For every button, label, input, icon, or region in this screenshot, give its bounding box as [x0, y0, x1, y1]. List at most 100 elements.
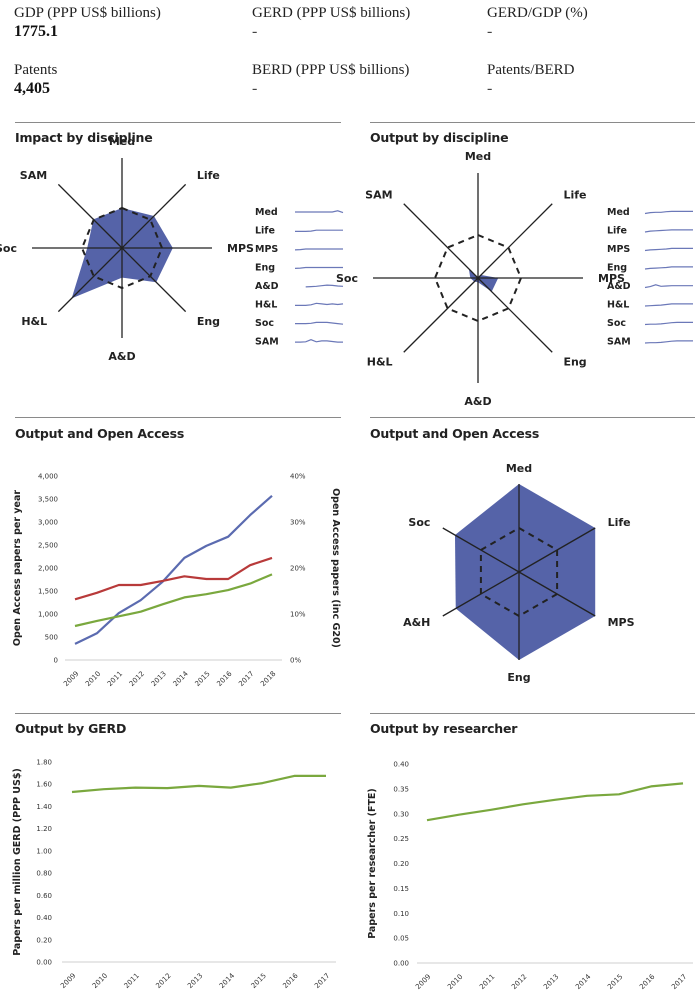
- divider: [15, 122, 341, 123]
- radar-label-eng: Eng: [197, 315, 220, 328]
- sparkline-med: [644, 210, 693, 215]
- sparkline-label: H&L: [255, 300, 277, 311]
- stat-value: -: [252, 80, 258, 97]
- y-tick-label: 4,000: [38, 473, 58, 481]
- y-tick-label: 1.00: [36, 847, 52, 855]
- x-tick-label: 2009: [414, 973, 432, 991]
- stat-value: -: [252, 23, 258, 40]
- x-tick-label: 2016: [281, 971, 300, 990]
- sparkline-label: Soc: [607, 318, 626, 329]
- sparkline-aandd: [305, 284, 344, 288]
- stat-patents-berd: Patents/BERD -: [487, 62, 575, 99]
- sparkline-label: H&L: [607, 300, 629, 311]
- y-tick-label: 0.25: [393, 835, 409, 843]
- radar-label-mps: MPS: [227, 242, 254, 255]
- y-tick-label: 0: [54, 657, 58, 665]
- series-line-green: [74, 573, 273, 628]
- sparkline-label: Med: [607, 207, 630, 218]
- sparkline-sam: [295, 339, 343, 343]
- sparkline-med: [295, 210, 344, 214]
- divider: [370, 122, 695, 123]
- x-tick-label: 2012: [510, 973, 528, 991]
- x-tick-label: 2013: [186, 972, 204, 990]
- y-tick-label: 0.00: [36, 959, 52, 967]
- radar-label-aandh: A&H: [403, 616, 430, 629]
- y-tick-label: 1,000: [38, 611, 58, 619]
- radar-reference-0: [80, 206, 164, 290]
- y-tick-label: 2,500: [38, 542, 58, 550]
- series-line-red: [74, 556, 273, 601]
- y-tick-label: 0.05: [393, 935, 409, 943]
- y2-tick-label: 30%: [290, 519, 306, 527]
- radar-label-sam: SAM: [365, 189, 392, 202]
- sparkline-handl: [644, 303, 693, 307]
- stat-label: Patents: [14, 62, 58, 78]
- series-line-blue: [74, 494, 273, 645]
- radar-label-med: Med: [465, 150, 491, 163]
- x-tick-label: 2010: [446, 973, 464, 991]
- radar-label-eng: Eng: [507, 671, 530, 684]
- y-tick-label: 500: [45, 634, 58, 642]
- radar-axis-eng: [477, 277, 553, 353]
- x-tick-label: 2013: [542, 973, 560, 991]
- radar-label-life: Life: [563, 189, 586, 202]
- sparkline-label: Eng: [607, 263, 627, 274]
- stat-gerd: GERD (PPP US$ billions) -: [252, 5, 410, 42]
- radar-area-1: [468, 268, 499, 292]
- sparkline-label: Life: [607, 226, 627, 237]
- x-tick-label: 2012: [128, 670, 146, 688]
- sparkline-aandd: [644, 284, 693, 289]
- stat-label: GERD (PPP US$ billions): [252, 5, 411, 21]
- y2-tick-label: 40%: [290, 473, 306, 481]
- radar-label-aandd: A&D: [108, 350, 135, 363]
- radar-label-mps: MPS: [608, 616, 635, 629]
- y-tick-label: 1.40: [36, 803, 52, 811]
- radar-area-3: [454, 484, 596, 660]
- x-tick-label: 2010: [91, 972, 109, 990]
- y-tick-label: 0.60: [36, 892, 52, 900]
- series-line-green: [71, 774, 326, 794]
- y2-axis-title: Open Access papers (inc G20): [330, 488, 341, 648]
- sparkline-label: Soc: [255, 318, 274, 329]
- y-tick-label: 0.30: [393, 810, 409, 818]
- y-tick-label: 3,500: [38, 496, 58, 504]
- radar-label-sam: SAM: [20, 169, 47, 182]
- stat-gdp: GDP (PPP US$ billions) 1775.1: [14, 5, 161, 42]
- section-title-researcher: Output by researcher: [370, 721, 518, 736]
- x-tick-label: 2011: [478, 973, 496, 991]
- sparkline-sam: [644, 340, 693, 344]
- sparkline-label: A&D: [607, 281, 631, 292]
- radar-label-soc: Soc: [336, 272, 358, 285]
- y-tick-label: 0.40: [393, 761, 409, 769]
- section-title-impact: Impact by discipline: [15, 130, 153, 145]
- stat-value: -: [487, 23, 493, 40]
- x-tick-label: 2016: [638, 972, 657, 991]
- section-title-open-access-radar: Output and Open Access: [370, 426, 540, 441]
- stat-value: 4,405: [14, 80, 50, 97]
- radar-label-handl: H&L: [21, 315, 47, 328]
- divider: [370, 713, 695, 714]
- x-tick-label: 2014: [574, 972, 593, 991]
- radar-label-soc: Soc: [408, 516, 430, 529]
- radar-axis-life: [477, 203, 553, 279]
- x-tick-label: 2015: [250, 972, 268, 990]
- x-tick-label: 2016: [215, 669, 234, 688]
- radar-axis-life: [121, 183, 187, 249]
- y2-tick-label: 20%: [290, 565, 306, 573]
- sparkline-label: SAM: [607, 337, 631, 348]
- stat-berd: BERD (PPP US$ billions) -: [252, 62, 409, 99]
- x-tick-label: 2017: [313, 972, 331, 990]
- sparkline-label: Life: [255, 226, 275, 237]
- stat-gerd-gdp: GERD/GDP (%) -: [487, 5, 588, 42]
- radar-label-aandd: A&D: [464, 395, 491, 408]
- y-axis-title: Open Access papers per year: [12, 490, 23, 646]
- series-line-green: [426, 782, 684, 822]
- sparkline-eng: [644, 266, 693, 270]
- x-tick-label: 2011: [123, 972, 141, 990]
- radar-axis-eng: [121, 247, 187, 313]
- y-tick-label: 3,000: [38, 519, 58, 527]
- y-tick-label: 1,500: [38, 588, 58, 596]
- sparkline-label: Eng: [255, 263, 275, 274]
- radar-label-med: Med: [506, 462, 532, 475]
- sparkline-mps: [294, 248, 343, 251]
